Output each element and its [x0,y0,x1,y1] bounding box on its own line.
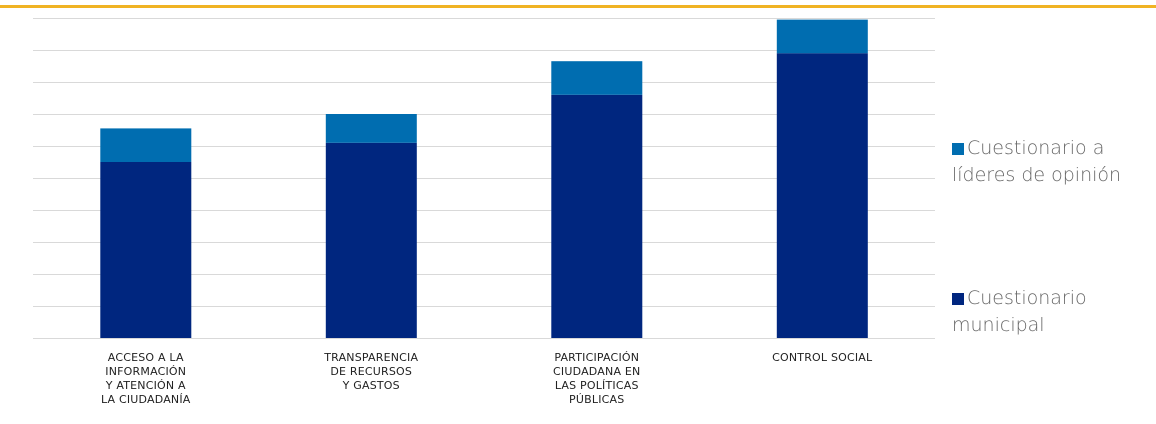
bar-municipal-3 [551,94,643,338]
category-label-2: TRANSPARENCIA DE RECURSOS Y GASTOS [324,351,419,392]
legend-item-municipal: Cuestionario municipal [952,285,1156,339]
bars [100,19,868,338]
bar-municipal-2 [325,142,417,338]
bar-municipal-1 [100,162,192,338]
category-label-3: PARTICIPACIÓN CIUDADANA EN LAS POLÍTICAS… [553,351,641,406]
bar-lideres-3 [551,61,643,95]
bar-lideres-4 [776,19,868,54]
legend-label-lideres: Cuestionario a líderes de opinión [952,137,1122,186]
accent-top-line [0,5,1156,8]
legend-swatch-lideres [952,143,964,155]
legend-swatch-municipal [952,293,964,305]
bar-lideres-2 [325,114,417,143]
legend-item-lideres: Cuestionario a líderes de opinión [952,135,1152,189]
legend-label-municipal: Cuestionario municipal [952,287,1087,336]
bar-lideres-1 [100,128,192,162]
bar-municipal-4 [776,53,868,338]
category-label-4: CONTROL SOCIAL [772,351,873,364]
category-label-1: ACCESO A LA INFORMACIÓN Y ATENCIÓN A LA … [100,351,191,406]
